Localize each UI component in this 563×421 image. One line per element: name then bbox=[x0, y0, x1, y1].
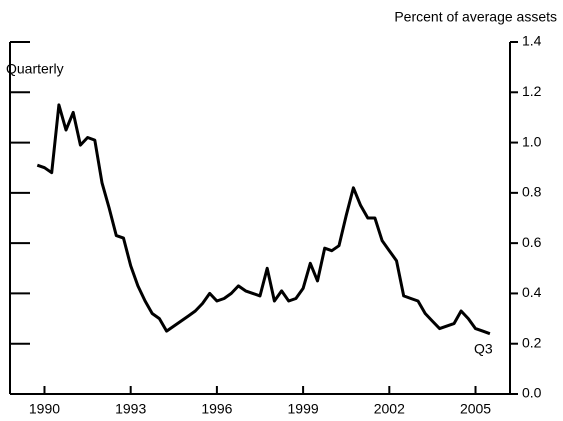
x-tick-label: 2002 bbox=[374, 401, 405, 417]
x-tick-label: 1996 bbox=[201, 401, 232, 417]
y-tick-label: 0.6 bbox=[522, 234, 542, 250]
y-tick-label: 0.4 bbox=[522, 284, 542, 300]
y-tick-label: 1.0 bbox=[522, 133, 542, 149]
x-tick-label: 1990 bbox=[29, 401, 60, 417]
x-tick-label: 2005 bbox=[460, 401, 491, 417]
annotation: Q3 bbox=[474, 341, 493, 357]
y-tick-label: 0.8 bbox=[522, 184, 542, 200]
x-tick-label: 1999 bbox=[288, 401, 319, 417]
y-tick-label: 1.4 bbox=[522, 33, 542, 49]
y-tick-label: 0.0 bbox=[522, 385, 542, 401]
y-tick-label: 0.2 bbox=[522, 334, 542, 350]
x-tick-label: 1993 bbox=[115, 401, 146, 417]
data-line bbox=[36, 103, 491, 336]
y-tick-label: 1.2 bbox=[522, 83, 542, 99]
annotation: Quarterly bbox=[6, 61, 64, 77]
subtitle: Percent of average assets bbox=[394, 9, 557, 25]
